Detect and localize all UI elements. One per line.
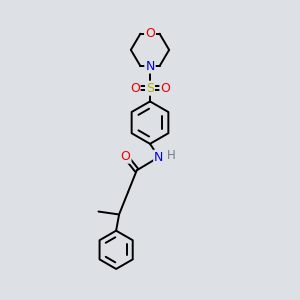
Text: O: O xyxy=(160,82,170,95)
Text: H: H xyxy=(167,149,176,162)
Text: O: O xyxy=(130,82,140,95)
Text: N: N xyxy=(154,151,164,164)
Text: O: O xyxy=(145,27,155,40)
Text: S: S xyxy=(146,82,154,95)
Text: N: N xyxy=(145,60,155,73)
Text: O: O xyxy=(121,150,130,163)
